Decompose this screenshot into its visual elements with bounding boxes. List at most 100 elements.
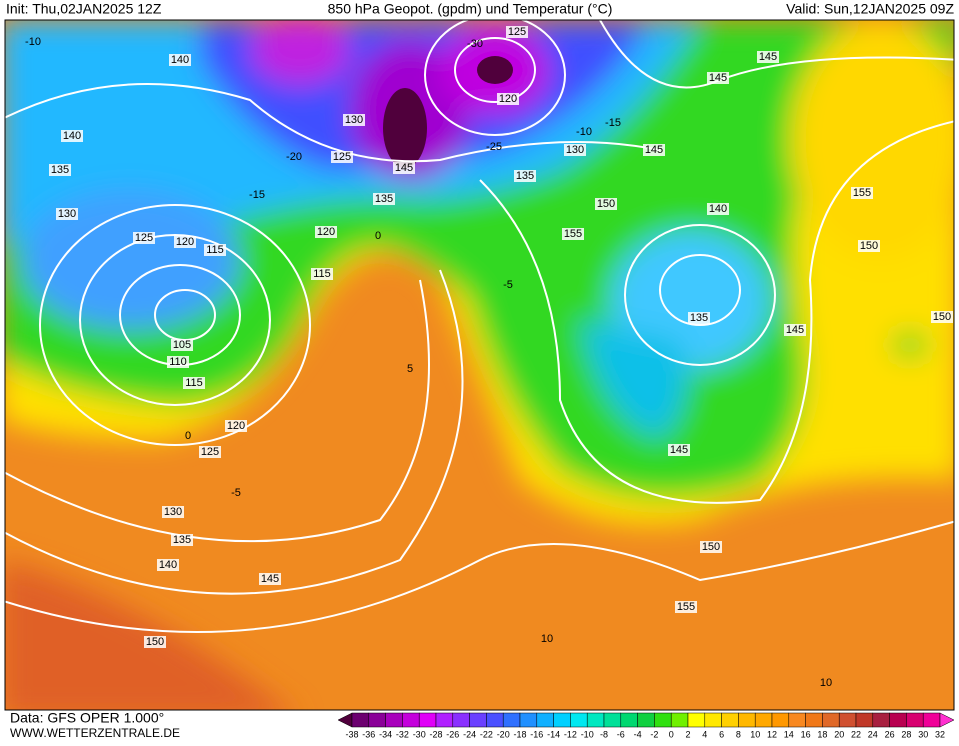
legend-label: -24	[463, 729, 476, 739]
temperature-label: 10	[820, 677, 832, 689]
geopotential-label: 145	[395, 162, 413, 174]
geopotential-label: 105	[173, 339, 191, 351]
label-bg	[562, 228, 584, 240]
site: WWW.WETTERZENTRALE.DE	[10, 726, 180, 740]
label-bg	[174, 236, 196, 248]
temperature-label: -5	[503, 279, 513, 291]
legend-label: -8	[600, 729, 608, 739]
geopotential-label: 150	[597, 198, 615, 210]
geopotential-label: 135	[375, 193, 393, 205]
legend-label: -14	[547, 729, 560, 739]
legend-label: -12	[564, 729, 577, 739]
legend-swatch	[385, 712, 403, 728]
label-bg	[497, 93, 519, 105]
label-bg	[259, 573, 281, 585]
temperature-label: -30	[467, 38, 483, 50]
geopotential-label: 140	[159, 559, 177, 571]
temperature-label: 10	[541, 633, 553, 645]
legend-arrow	[337, 712, 353, 728]
label-bg	[169, 54, 191, 66]
legend-swatch	[519, 712, 538, 728]
geopotential-label: 145	[786, 324, 804, 336]
label-bg	[171, 339, 193, 351]
init-time: Init: Thu,02JAN2025 12Z	[6, 1, 162, 17]
legend-label: -2	[650, 729, 658, 739]
temperature-label: 5	[407, 363, 413, 375]
map	[5, 20, 954, 710]
legend-label: 12	[767, 729, 777, 739]
legend-label: -36	[362, 729, 375, 739]
legend-label: 24	[868, 729, 878, 739]
label-bg	[707, 72, 729, 84]
legend-swatch	[502, 712, 521, 728]
label-bg	[675, 601, 697, 613]
temperature-label: 0	[185, 430, 191, 442]
legend-swatch	[738, 712, 756, 728]
label-bg	[595, 198, 617, 210]
label-bg	[204, 244, 226, 256]
valid-time: Valid: Sun,12JAN2025 09Z	[786, 1, 954, 17]
legend-arrow	[939, 712, 955, 728]
legend-swatch	[418, 712, 437, 728]
geopotential-label: 130	[345, 114, 363, 126]
legend-swatch	[771, 712, 790, 728]
geopotential-label: 140	[171, 54, 189, 66]
legend-label: 20	[834, 729, 844, 739]
legend-label: 30	[918, 729, 928, 739]
legend-swatch	[805, 712, 823, 728]
geopotential-label: 135	[690, 312, 708, 324]
temperature-label: -10	[576, 126, 592, 138]
legend-label: -10	[581, 729, 594, 739]
label-bg	[514, 170, 536, 182]
temperature-label: -15	[249, 189, 265, 201]
legend-swatch	[721, 712, 739, 728]
legend-label: 14	[784, 729, 794, 739]
legend-swatch	[637, 712, 655, 728]
geopotential-label: 155	[677, 601, 695, 613]
geopotential-label: 125	[508, 26, 526, 38]
label-bg	[61, 130, 83, 142]
legend-swatch	[435, 712, 454, 728]
legend-swatch	[469, 712, 487, 728]
geopotential-label: 150	[933, 311, 951, 323]
legend-label: 6	[719, 729, 724, 739]
label-bg	[688, 312, 710, 324]
map-title: 850 hPa Geopot. (gpdm) und Temperatur (°…	[328, 1, 613, 17]
geopotential-label: 110	[169, 356, 187, 368]
label-bg	[144, 636, 166, 648]
label-bg	[331, 151, 353, 163]
geopotential-label: 130	[566, 144, 584, 156]
legend-label: 18	[817, 729, 827, 739]
legend-label: -18	[513, 729, 526, 739]
legend-label: 26	[885, 729, 895, 739]
temperature-label: -5	[231, 487, 241, 499]
geopotential-label: 155	[853, 187, 871, 199]
temperature-label: -10	[25, 36, 41, 48]
label-bg	[506, 26, 528, 38]
legend-label: 28	[901, 729, 911, 739]
label-bg	[183, 377, 205, 389]
legend-swatch	[553, 712, 571, 728]
geopotential-label: 150	[146, 636, 164, 648]
label-bg	[311, 268, 333, 280]
legend-label: -20	[497, 729, 510, 739]
geopotential-label: 150	[702, 541, 720, 553]
geopotential-label: 130	[58, 208, 76, 220]
label-bg	[171, 534, 193, 546]
legend-swatch	[906, 712, 924, 728]
label-bg	[167, 356, 189, 368]
geopotential-label: 155	[564, 228, 582, 240]
label-bg	[56, 208, 78, 220]
geopotential-label: 135	[51, 164, 69, 176]
label-bg	[199, 446, 221, 458]
legend-swatch	[754, 712, 773, 728]
legend-swatch	[402, 712, 420, 728]
geopotential-label: 115	[185, 377, 203, 389]
legend-label: 2	[685, 729, 690, 739]
legend-label: 0	[669, 729, 674, 739]
legend-label: -30	[413, 729, 426, 739]
legend-swatch	[603, 712, 622, 728]
label-bg	[315, 226, 337, 238]
legend-swatch	[620, 712, 638, 728]
